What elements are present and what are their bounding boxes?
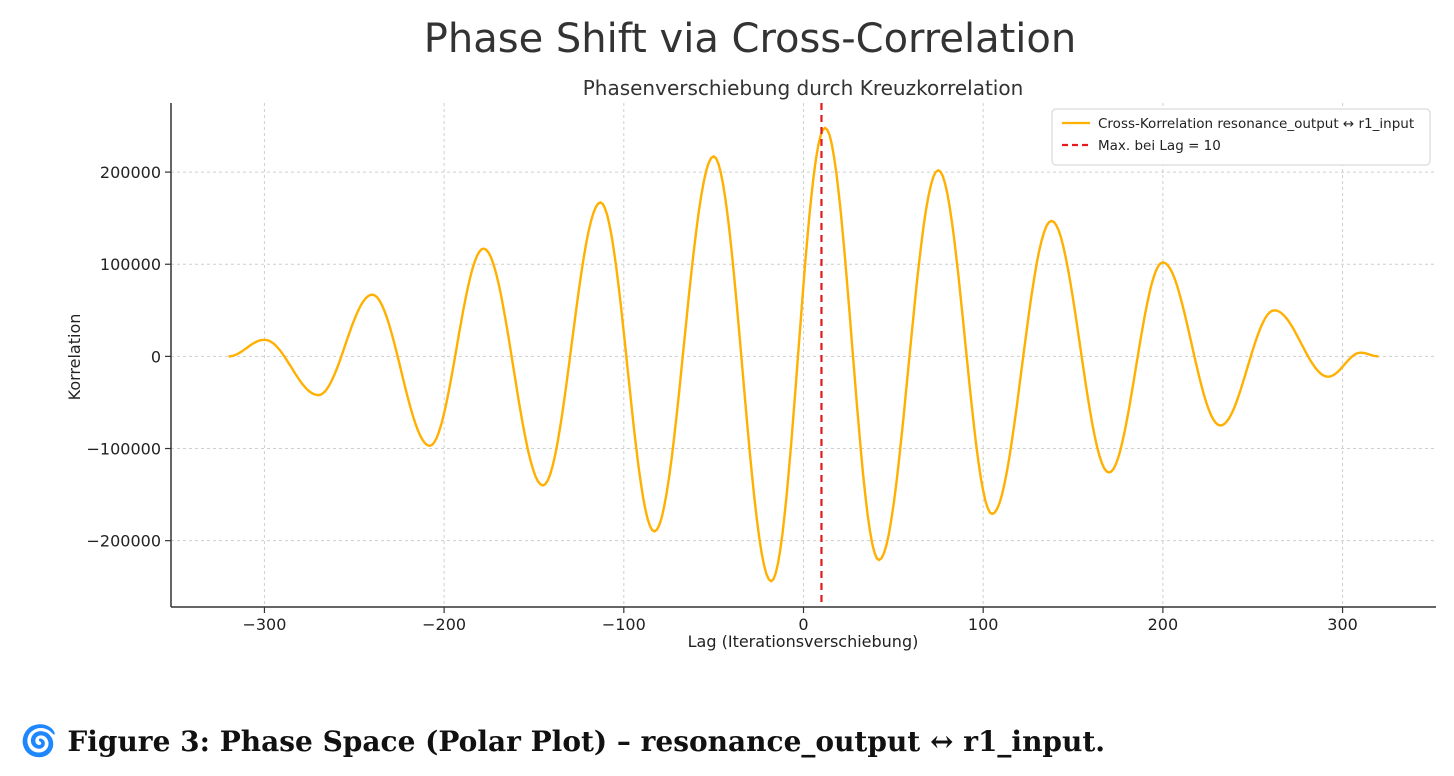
x-tick-label: −200: [422, 615, 466, 634]
legend-box: [1051, 108, 1431, 166]
tick-labels: −300 −200 −100 0 100 200 300 −200000 −100000 0 100…: [87, 163, 1358, 634]
spiral-icon: 🌀: [20, 724, 58, 759]
x-tick-label: −300: [242, 615, 286, 634]
legend-label: Cross-Korrelation resonance_output ↔ r1_…: [1098, 116, 1414, 132]
y-tick-label: 0: [151, 347, 161, 366]
legend-label: Max. bei Lag = 10: [1098, 138, 1221, 154]
y-tick-label: 100000: [100, 255, 161, 274]
legend: Cross-Korrelation resonance_output ↔ r1_…: [1051, 108, 1431, 166]
series-line: [228, 126, 1379, 583]
x-axis-label: Lag (Iterationsverschiebung): [688, 632, 919, 651]
x-tick-label: 200: [1148, 615, 1179, 634]
y-tick-label: −200000: [87, 532, 161, 551]
caption-text: Figure 3: Phase Space (Polar Plot) – res…: [67, 725, 1106, 758]
cross-correlation-chart: −300 −200 −100 0 100 200 300 −200000 −100000 0 100…: [65, 76, 1436, 651]
axes: [165, 103, 1436, 613]
grid: [171, 103, 1436, 607]
x-tick-label: 0: [798, 615, 808, 634]
x-tick-label: 300: [1327, 615, 1358, 634]
x-tick-label: −100: [602, 615, 646, 634]
figure-title: Phase Shift via Cross-Correlation: [423, 16, 1077, 62]
figure-caption: 🌀 Figure 3: Phase Space (Polar Plot) – r…: [20, 724, 1105, 759]
y-tick-label: 200000: [100, 163, 161, 182]
x-tick-label: 100: [968, 615, 999, 634]
series-layer: [228, 103, 1379, 607]
y-axis-label: Korrelation: [65, 314, 84, 401]
chart-title: Phasenverschiebung durch Kreuzkorrelatio…: [583, 76, 1024, 100]
y-tick-label: −100000: [87, 440, 161, 459]
